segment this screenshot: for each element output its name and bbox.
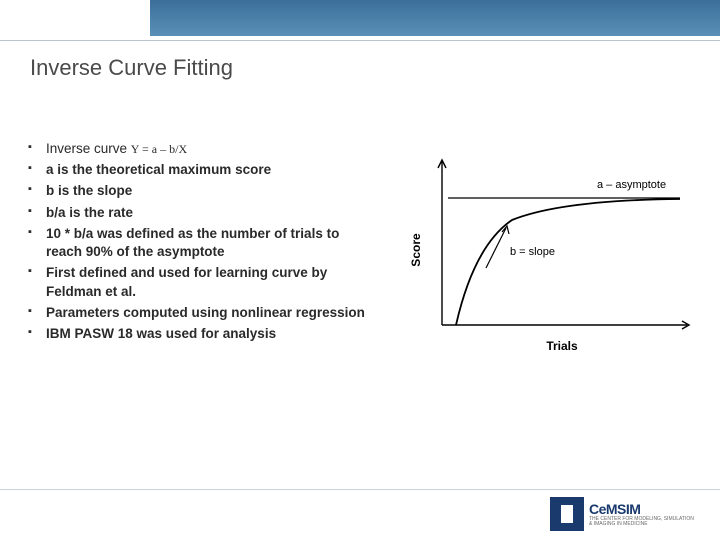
bullet-item: IBM PASW 18 was used for analysis bbox=[28, 325, 378, 343]
bullet-item: 10 * b/a was defined as the number of tr… bbox=[28, 225, 378, 261]
bullet-formula: Y = a – b/X bbox=[131, 142, 187, 156]
bullet-item: Parameters computed using nonlinear regr… bbox=[28, 304, 378, 322]
inverse-curve-figure: Trials Score a – asymptote b = slope bbox=[402, 150, 702, 360]
bullet-text: First defined and used for learning curv… bbox=[46, 265, 327, 298]
bullet-text: IBM PASW 18 was used for analysis bbox=[46, 326, 276, 341]
bullet-text: 10 * b/a was defined as the number of tr… bbox=[46, 226, 339, 259]
bullet-list: Inverse curve Y = a – b/X a is the theor… bbox=[28, 140, 378, 343]
bullet-text: Parameters computed using nonlinear regr… bbox=[46, 305, 365, 320]
topbar-divider bbox=[0, 40, 720, 41]
logo-text-block: CeMSIM THE CENTER FOR MODELING, SIMULATI… bbox=[589, 501, 694, 527]
topbar-accent bbox=[150, 0, 720, 36]
logo-sub2: & IMAGING IN MEDICINE bbox=[589, 522, 694, 527]
y-axis-label: Score bbox=[409, 233, 423, 267]
footer-divider bbox=[0, 489, 720, 490]
slide: Inverse Curve Fitting Inverse curve Y = … bbox=[0, 0, 720, 540]
bullet-item: Inverse curve Y = a – b/X bbox=[28, 140, 378, 158]
bullet-item: First defined and used for learning curv… bbox=[28, 264, 378, 300]
asymptote-annotation: a – asymptote bbox=[597, 179, 666, 191]
bullet-item: b/a is the rate bbox=[28, 204, 378, 222]
logo-mark-inner bbox=[559, 503, 575, 525]
logo-name: CeMSIM bbox=[589, 501, 694, 517]
bullet-text: b/a is the rate bbox=[46, 205, 133, 220]
logo-mark-icon bbox=[550, 497, 584, 531]
bullet-text: a is the theoretical maximum score bbox=[46, 162, 271, 177]
topbar bbox=[0, 0, 720, 36]
bullet-item: b is the slope bbox=[28, 182, 378, 200]
x-axis-label: Trials bbox=[546, 339, 578, 353]
bullet-item: a is the theoretical maximum score bbox=[28, 161, 378, 179]
curve-svg: Trials Score a – asymptote b = slope bbox=[402, 150, 702, 360]
bullet-text: b is the slope bbox=[46, 183, 132, 198]
cemsim-logo: CeMSIM THE CENTER FOR MODELING, SIMULATI… bbox=[550, 496, 700, 532]
slide-title: Inverse Curve Fitting bbox=[30, 55, 233, 81]
slope-annotation: b = slope bbox=[510, 246, 555, 258]
bullet-text: Inverse curve bbox=[46, 141, 131, 156]
content-body: Inverse curve Y = a – b/X a is the theor… bbox=[28, 140, 378, 346]
